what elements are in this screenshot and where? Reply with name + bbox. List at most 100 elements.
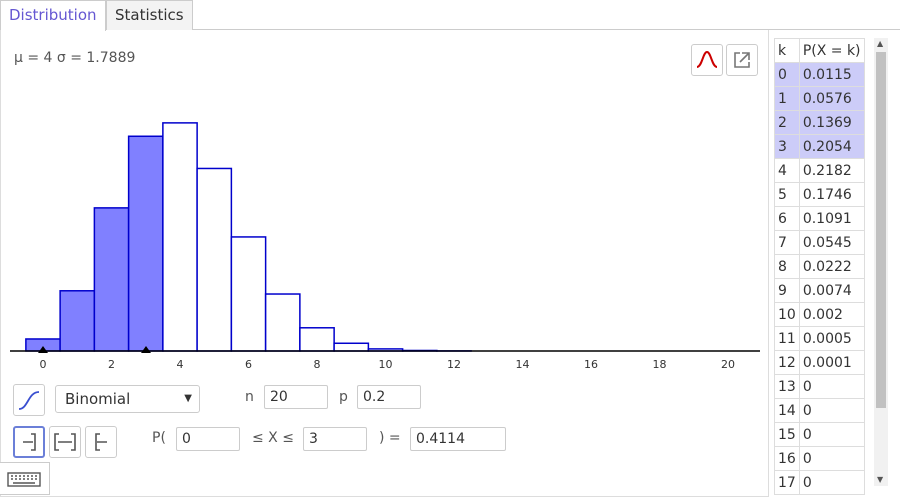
table-cell-probability: 0.002 — [798, 302, 865, 327]
table-header-row: k P(X = k) — [774, 38, 865, 63]
table-cell-k: 14 — [774, 398, 800, 423]
table-cell-k: 17 — [774, 470, 800, 495]
x-tick-label: 6 — [245, 358, 252, 371]
keyboard-button[interactable] — [0, 462, 50, 495]
table-header-k: k — [774, 38, 800, 63]
table-cell-probability: 0.0545 — [798, 230, 865, 255]
table-row: 13 0 — [774, 374, 865, 399]
normal-overlay-button[interactable] — [691, 44, 723, 76]
table-cell-probability: 0.1091 — [798, 206, 865, 231]
histogram-bar — [264, 293, 301, 352]
tab-bar: Distribution Statistics — [0, 0, 900, 31]
table-cell-probability: 0.1746 — [798, 182, 865, 207]
table-cell-probability: 0.1369 — [798, 110, 865, 135]
upper-bound-marker[interactable] — [141, 346, 151, 353]
export-button[interactable] — [726, 44, 758, 76]
x-tick-label: 16 — [584, 358, 598, 371]
table-row: 0 0.0115 — [774, 62, 865, 87]
p-label: p — [339, 389, 348, 405]
scrollbar-thumb[interactable] — [876, 52, 886, 408]
x-tick-label: 18 — [653, 358, 667, 371]
table-cell-k: 16 — [774, 446, 800, 471]
table-cell-k: 15 — [774, 422, 800, 447]
tab-distribution[interactable]: Distribution — [0, 0, 106, 31]
table-row: 16 0 — [774, 446, 865, 471]
distribution-select[interactable]: Binomial ▼ — [55, 385, 200, 413]
table-row: 12 0.0001 — [774, 350, 865, 375]
x-tick-label: 12 — [447, 358, 461, 371]
normal-curve-icon — [696, 50, 718, 68]
tab-statistics[interactable]: Statistics — [106, 0, 193, 30]
table-row: 5 0.1746 — [774, 182, 865, 207]
table-cell-k: 11 — [774, 326, 800, 351]
table-cell-k: 8 — [774, 254, 800, 279]
table-row: 2 0.1369 — [774, 110, 865, 135]
cumulative-toggle-button[interactable] — [13, 384, 45, 416]
table-cell-k: 12 — [774, 350, 800, 375]
table-cell-k: 4 — [774, 158, 800, 183]
cumulative-graph-icon — [18, 391, 40, 410]
table-header-probability: P(X = k) — [798, 38, 865, 63]
lower-bound-input[interactable]: 0 — [176, 427, 240, 451]
table-cell-k: 0 — [774, 62, 800, 87]
histogram-bar — [162, 122, 198, 352]
probability-prefix: P( — [152, 430, 166, 446]
table-cell-probability: 0.2182 — [798, 158, 865, 183]
export-icon — [734, 52, 750, 68]
n-input[interactable]: 20 — [264, 385, 328, 409]
table-cell-probability: 0.2054 — [798, 134, 865, 159]
table-cell-k: 13 — [774, 374, 800, 399]
two-sided-button[interactable] — [49, 426, 81, 458]
table-cell-k: 9 — [774, 278, 800, 303]
table-cell-k: 5 — [774, 182, 800, 207]
histogram-bar — [93, 207, 130, 352]
scroll-down-icon[interactable]: ▼ — [877, 475, 884, 484]
x-tick-label: 8 — [314, 358, 321, 371]
x-tick-label: 4 — [177, 358, 184, 371]
keyboard-icon — [7, 472, 41, 487]
probability-histogram: 0 2 4 6 8 10 12 14 16 18 20 — [10, 122, 760, 371]
lower-bound-marker[interactable] — [38, 346, 48, 353]
chevron-down-icon: ▼ — [184, 393, 192, 404]
histogram-bar — [59, 290, 96, 352]
mean-sd-summary: μ = 4 σ = 1.7889 — [14, 50, 136, 66]
x-tick-label: 14 — [516, 358, 530, 371]
table-cell-probability: 0.0115 — [798, 62, 865, 87]
table-cell-probability: 0 — [798, 374, 865, 399]
table-row: 11 0.0005 — [774, 326, 865, 351]
table-cell-probability: 0.0576 — [798, 86, 865, 111]
table-row: 7 0.0545 — [774, 230, 865, 255]
left-sided-interval-icon — [23, 433, 36, 451]
p-input[interactable]: 0.2 — [357, 385, 421, 409]
probability-table: k P(X = k) 0 0.0115 1 0.0576 2 0.1369 3 0.2054 4… — [774, 38, 865, 495]
left-sided-button[interactable] — [13, 426, 45, 458]
x-tick-label: 2 — [108, 358, 115, 371]
table-cell-probability: 0 — [798, 398, 865, 423]
histogram-bar — [333, 342, 370, 352]
table-row: 6 0.1091 — [774, 206, 865, 231]
table-cell-probability: 0 — [798, 470, 865, 495]
n-label: n — [245, 389, 254, 405]
distribution-select-value: Binomial — [65, 390, 131, 408]
table-cell-k: 1 — [774, 86, 800, 111]
histogram-bar — [299, 327, 335, 352]
table-row: 4 0.2182 — [774, 158, 865, 183]
table-cell-probability: 0.0005 — [798, 326, 865, 351]
upper-bound-input[interactable]: 3 — [303, 427, 367, 451]
table-cell-k: 2 — [774, 110, 800, 135]
scroll-up-icon[interactable]: ▲ — [877, 39, 884, 48]
table-cell-k: 10 — [774, 302, 800, 327]
histogram-bar — [127, 135, 164, 352]
x-tick-label: 20 — [721, 358, 735, 371]
probability-suffix: ) = — [379, 430, 401, 446]
histogram-bar — [230, 236, 267, 352]
distribution-panel — [0, 30, 769, 497]
table-scrollbar[interactable]: ▲ ▼ — [874, 38, 888, 486]
probability-result: 0.4114 — [410, 427, 506, 451]
table-cell-k: 3 — [774, 134, 800, 159]
right-sided-button[interactable] — [85, 426, 117, 458]
table-cell-probability: 0.0074 — [798, 278, 865, 303]
x-tick-label: 0 — [40, 358, 47, 371]
table-row: 14 0 — [774, 398, 865, 423]
table-cell-probability: 0.0222 — [798, 254, 865, 279]
